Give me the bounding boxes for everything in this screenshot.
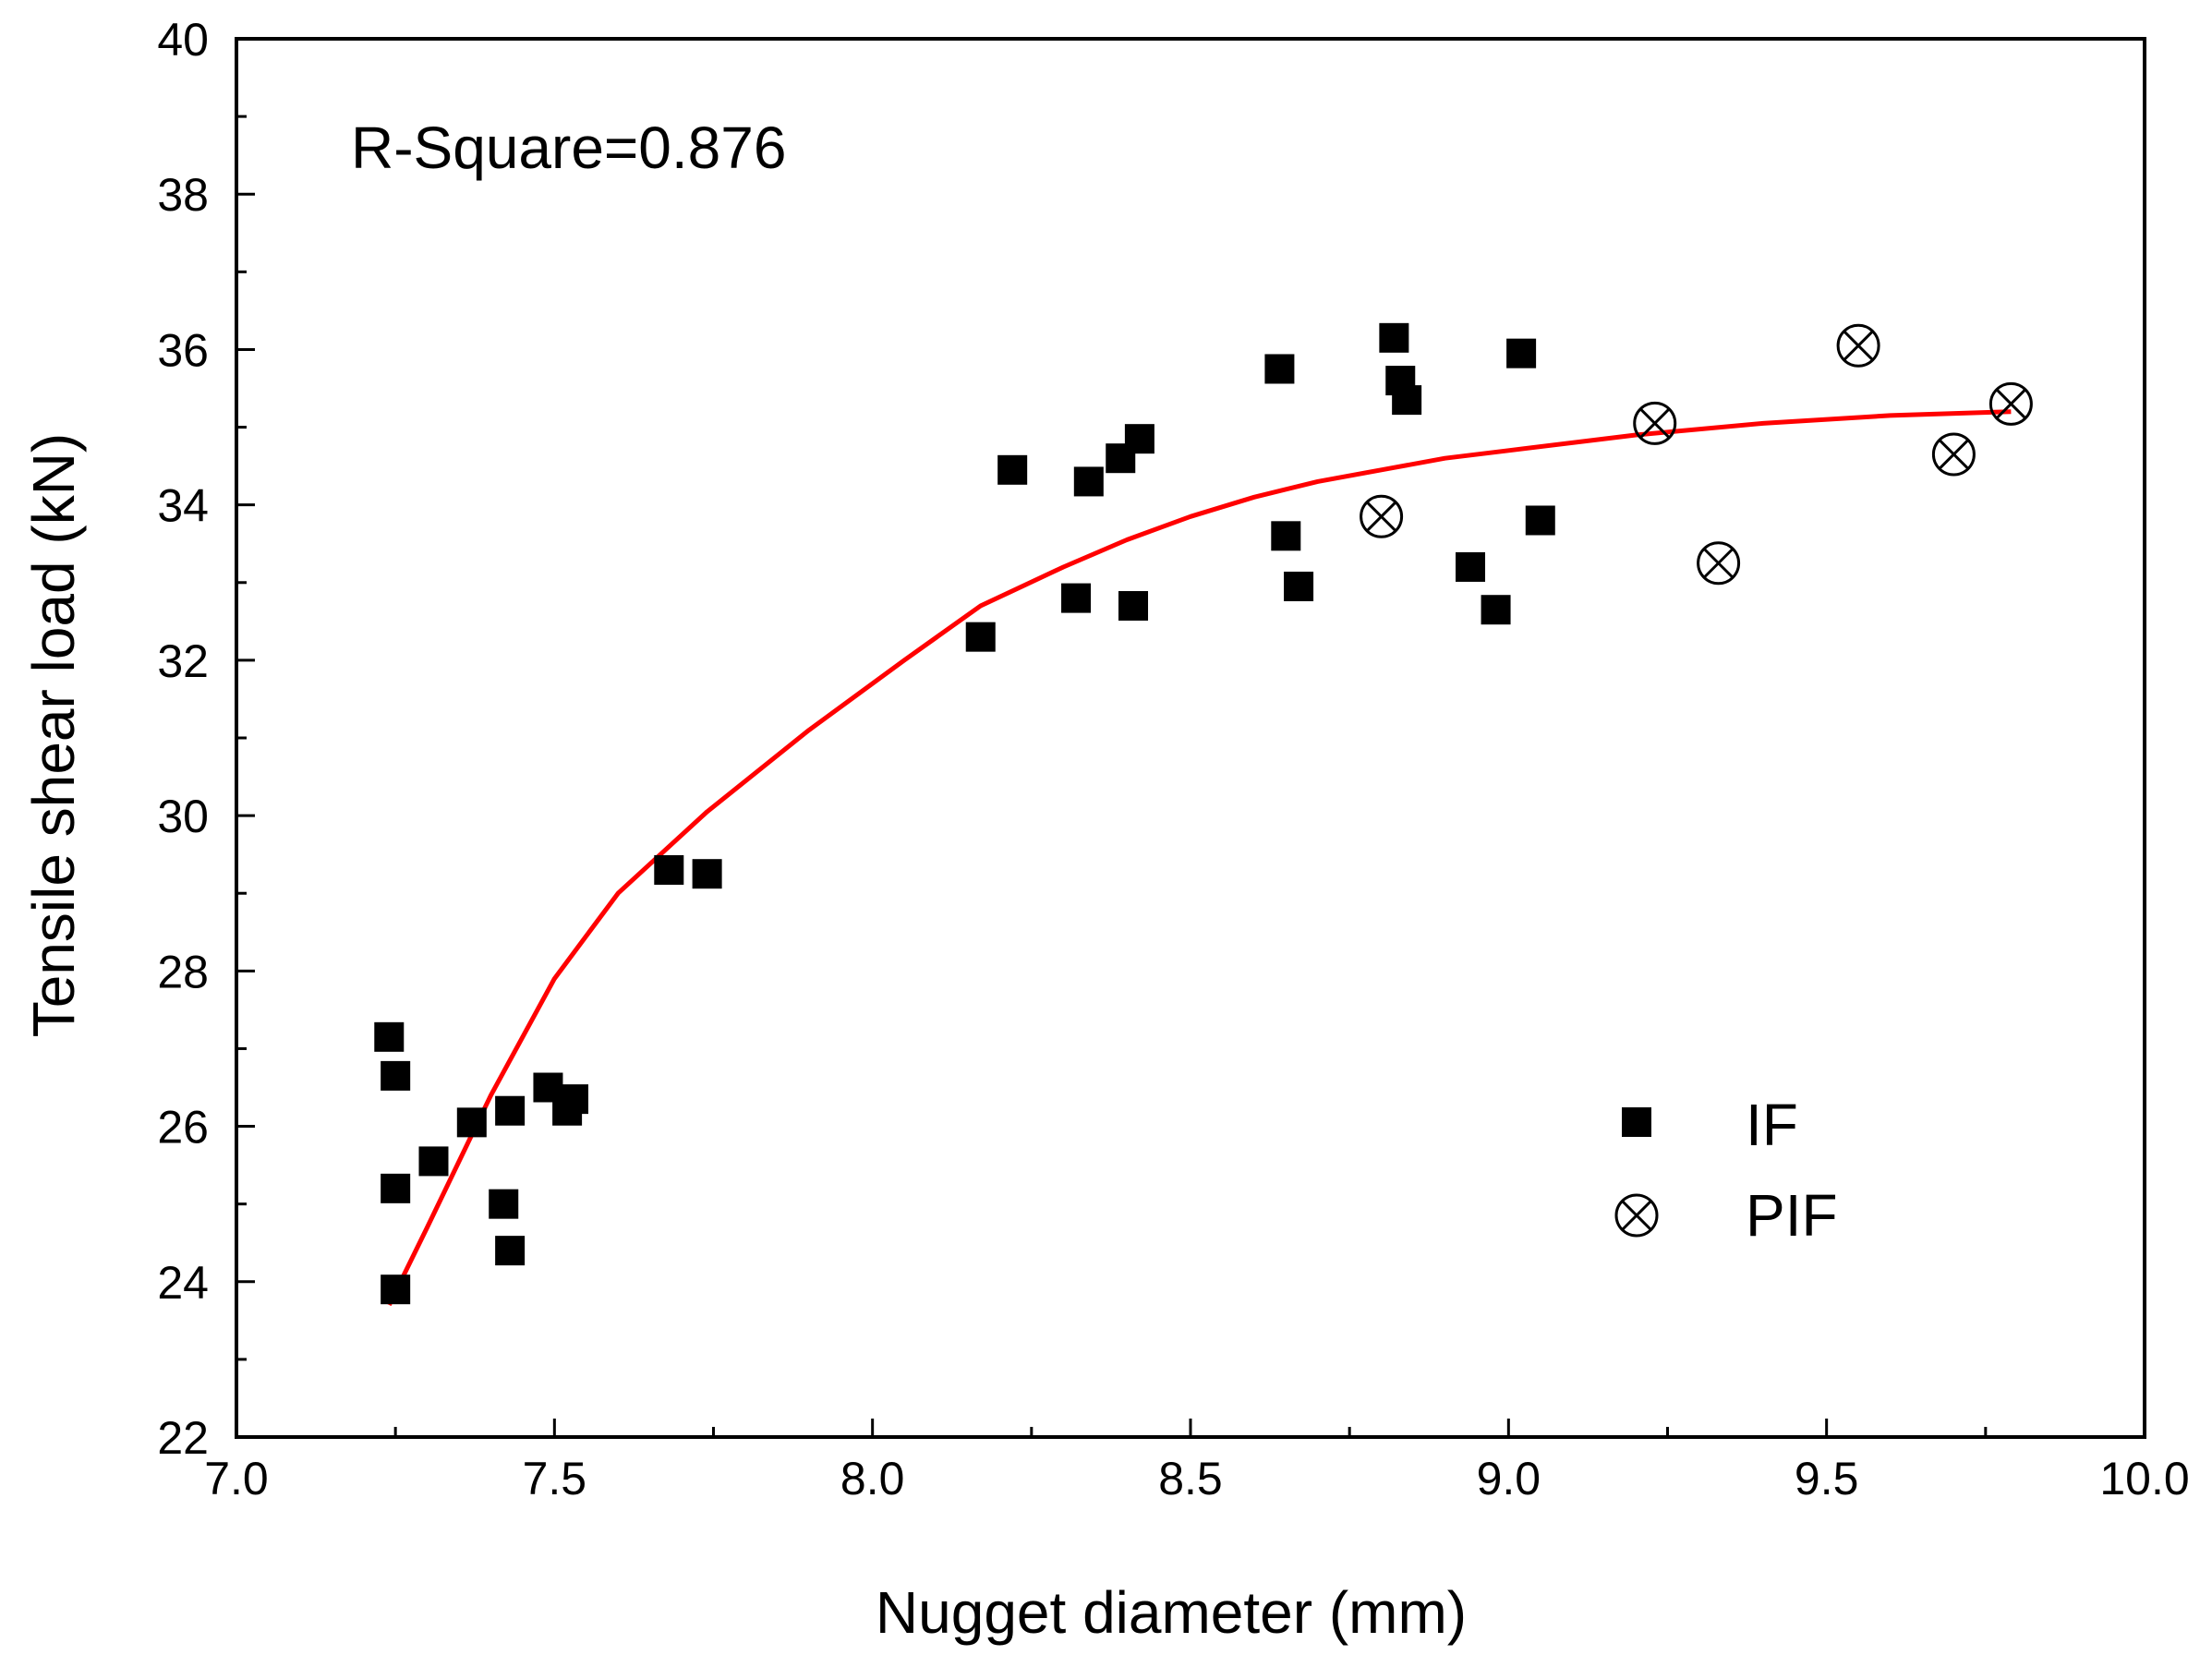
if-point [1073,466,1104,497]
if-point [1061,583,1092,613]
legend: IF PIF [1614,1092,1838,1249]
if-point [1506,338,1537,368]
if-point [1456,551,1486,582]
legend-if-marker [1622,1107,1651,1137]
y-tick-label: 30 [157,791,209,842]
x-tick-label: 7.5 [523,1453,587,1504]
plot-frame [235,37,2146,1439]
if-point [692,859,722,889]
pif-point [1360,494,1404,538]
x-tick-label: 8.5 [1158,1453,1223,1504]
y-tick-label: 32 [157,635,209,687]
if-point [381,1060,411,1091]
ticks-layer: 7.0 7.5 8.0 8.5 9.0 9.5 10.0 22 24 26 28 30 32 34 36 38… [157,14,2189,1504]
if-point [374,1021,405,1052]
if-point [495,1236,526,1266]
if-point [1525,505,1555,536]
if-point [418,1146,449,1177]
if-point [1271,521,1301,551]
pif-point [1988,381,2033,426]
if-point [1124,424,1154,454]
if-point [1379,322,1409,353]
if-point [489,1189,519,1219]
y-tick-label: 24 [157,1257,209,1309]
y-tick-label: 22 [157,1412,209,1464]
fit-layer [387,409,2012,1307]
points-layer [374,322,2033,1305]
if-point [997,454,1028,485]
y-tick-label: 36 [157,324,209,376]
if-point [1264,354,1295,384]
if-point [558,1084,588,1115]
y-tick-label: 40 [157,14,209,66]
y-tick-label: 34 [157,480,209,532]
if-point [1392,385,1422,416]
legend-pif-label: PIF [1746,1182,1838,1249]
if-point [1481,595,1511,625]
y-axis-title: Tensile shear load (kN) [20,433,87,1038]
x-tick-label: 8.0 [840,1453,905,1504]
x-tick-label: 7.0 [204,1453,269,1504]
if-point [965,622,996,652]
x-axis-title: Nugget diameter (mm) [876,1579,1467,1646]
pif-point [1633,401,1677,445]
pif-point [1836,323,1880,368]
if-point [456,1107,487,1138]
if-point [495,1095,526,1126]
pif-point [1697,541,1741,586]
fit-curve [387,409,2012,1307]
x-tick-label: 10.0 [2099,1453,2189,1504]
pif-point [1931,432,1976,477]
if-point [381,1274,411,1305]
x-tick-label: 9.5 [1795,1453,1859,1504]
legend-pif-marker [1614,1193,1659,1238]
x-tick-label: 9.0 [1477,1453,1541,1504]
y-tick-label: 28 [157,946,209,997]
if-point [381,1173,411,1203]
if-point [654,854,684,885]
if-point [1118,591,1149,622]
legend-if-label: IF [1746,1092,1798,1158]
y-tick-label: 26 [157,1102,209,1154]
r-square-annotation: R-Square=0.876 [351,115,786,181]
if-point [1284,571,1314,601]
y-tick-label: 38 [157,169,209,221]
